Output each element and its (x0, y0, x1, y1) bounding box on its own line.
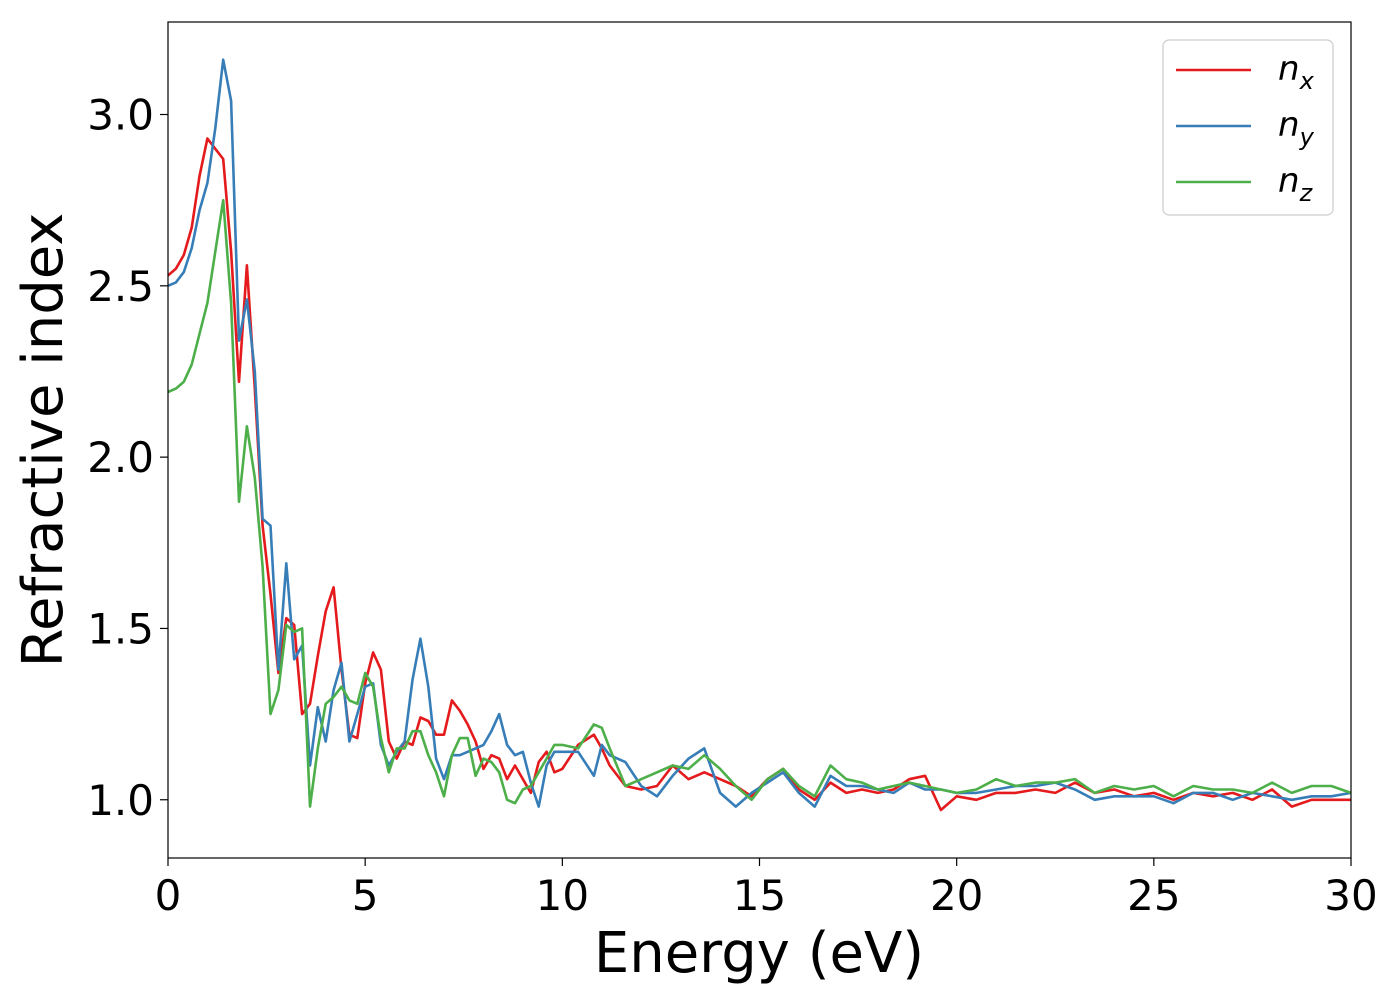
legend-box (1162, 39, 1334, 216)
x-axis-title: Energy (eV) (594, 921, 924, 986)
series-line-n-y (167, 58, 1352, 808)
x-tick-label: 5 (352, 871, 379, 920)
y-axis-title: Refractive index (11, 213, 76, 668)
y-tick-label: 1.0 (87, 776, 154, 825)
x-tick-label: 25 (1127, 871, 1180, 920)
y-tick-label: 1.5 (87, 604, 154, 653)
legend-label-n-z: nz (1278, 161, 1314, 207)
legend-label-n-x: nx (1278, 49, 1315, 95)
x-axis: 0 5 10 15 20 25 30 (155, 858, 1378, 920)
x-tick-label: 0 (155, 871, 182, 920)
legend: nx ny nz (1162, 39, 1334, 216)
plot-lines (167, 58, 1352, 812)
legend-label-n-y: ny (1278, 105, 1315, 151)
y-tick-label: 3.0 (87, 91, 154, 140)
x-tick-label: 15 (733, 871, 786, 920)
x-tick-label: 10 (536, 871, 589, 920)
y-axis: 1.0 1.5 2.0 2.5 3.0 (87, 91, 168, 825)
series-line-n-z (167, 198, 1352, 808)
x-tick-label: 20 (930, 871, 983, 920)
y-tick-label: 2.5 (87, 262, 154, 311)
series-line-n-x (167, 137, 1351, 812)
y-tick-label: 2.0 (87, 433, 154, 482)
x-tick-label: 30 (1324, 871, 1377, 920)
